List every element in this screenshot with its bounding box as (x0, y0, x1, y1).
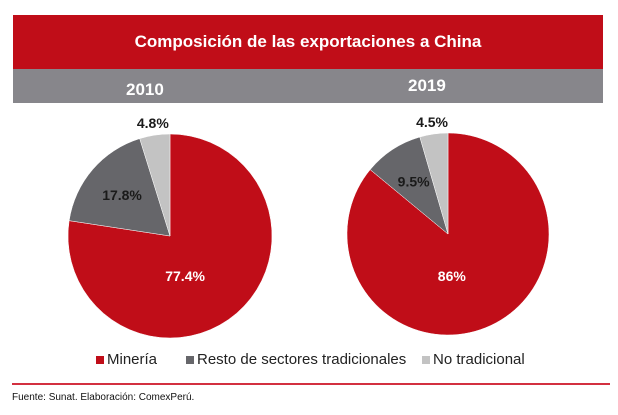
legend-label-resto: Resto de sectores tradicionales (197, 351, 407, 368)
year-header-bar (13, 69, 603, 103)
legend-label-no-tradicional: No tradicional (433, 351, 525, 368)
pie-slice-2010-no-tradicional (139, 133, 171, 237)
pie-slice-2019-no-tradicional (419, 132, 449, 235)
legend-label-mineria: Minería (107, 351, 158, 368)
footer-rule (12, 383, 610, 385)
legend-swatch-no-tradicional (422, 355, 430, 364)
data-label-2019-1: 9.5% (398, 174, 430, 190)
legend: Minería Resto de sectores tradicionales … (0, 351, 618, 371)
legend-item-resto: Resto de sectores tradicionales (186, 351, 406, 368)
pie-label-2019: 2019 (408, 76, 446, 95)
data-label-2010-0: 77.4% (165, 268, 205, 284)
legend-swatch-mineria (96, 355, 104, 364)
source-footnote: Fuente: Sunat. Elaboración: ComexPerú. (12, 392, 195, 403)
data-label-2010-1: 17.8% (102, 187, 142, 203)
legend-item-no-tradicional: No tradicional (422, 351, 525, 368)
pie-label-2010: 2010 (126, 80, 164, 99)
chart-title-banner: Composición de las exportaciones a China (13, 15, 603, 69)
pie-slice-2010-resto-de-sectores-tradicionales (68, 138, 171, 237)
data-label-2010-2: 4.8% (137, 115, 169, 131)
legend-swatch-resto (186, 355, 194, 364)
data-label-2019-0: 86% (438, 268, 467, 284)
data-label-2019-2: 4.5% (416, 114, 448, 130)
legend-item-mineria: Minería (96, 351, 157, 368)
chart-title: Composición de las exportaciones a China (134, 32, 482, 51)
